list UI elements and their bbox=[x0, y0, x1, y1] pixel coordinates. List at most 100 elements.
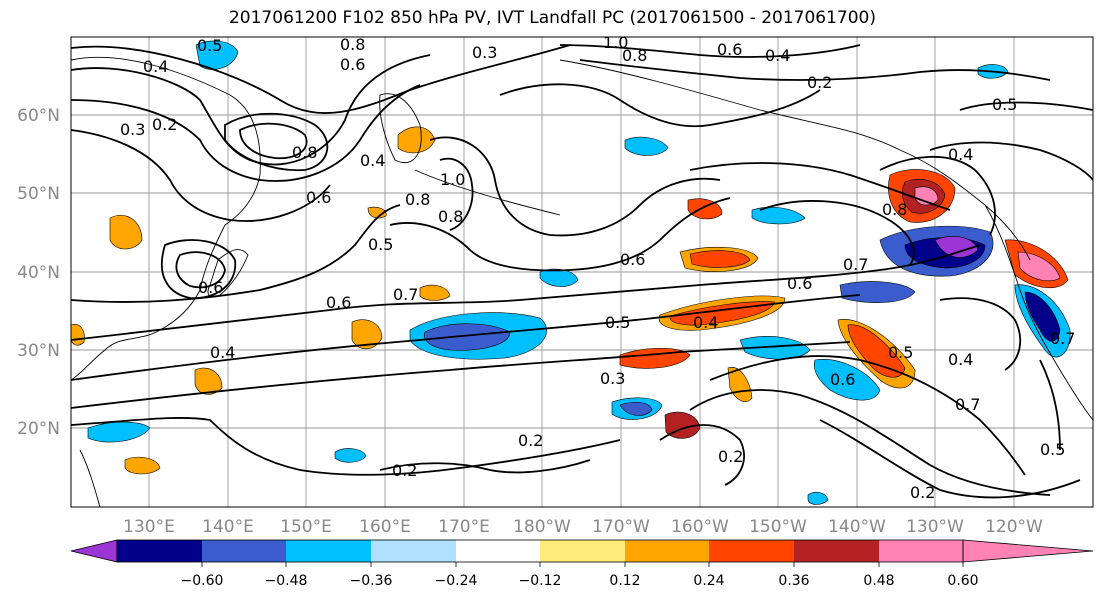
contour-label: 0.5 bbox=[368, 235, 393, 254]
contour-label: 0.2 bbox=[718, 447, 743, 466]
contour-line bbox=[559, 44, 861, 58]
contour-line bbox=[70, 244, 981, 341]
coastline-north-america bbox=[984, 204, 1094, 421]
lat-tick-label: 50°N bbox=[17, 184, 60, 204]
lon-tick-label: 130°E bbox=[123, 517, 175, 537]
anomaly-negative bbox=[195, 40, 239, 70]
colorbar-ticks bbox=[201, 562, 964, 567]
contour-label: 0.6 bbox=[198, 278, 223, 297]
colorbar-segment bbox=[117, 540, 202, 562]
contour-label: 0.2 bbox=[392, 461, 417, 480]
contour-line bbox=[429, 136, 721, 237]
contour-label: 0.5 bbox=[888, 343, 913, 362]
lat-tick-label: 40°N bbox=[17, 263, 60, 283]
lon-tick-label: 150°W bbox=[749, 517, 807, 537]
contour-label: 0.4 bbox=[360, 151, 385, 170]
contour-label: 1.0 bbox=[603, 33, 628, 52]
contour-label: 0.7 bbox=[393, 285, 418, 304]
lon-tick-label: 120°W bbox=[985, 517, 1043, 537]
anomaly-negative bbox=[839, 281, 916, 303]
lon-tick-label: 160°W bbox=[671, 517, 729, 537]
contour-label: 0.6 bbox=[787, 274, 812, 293]
map-panel: 0.5 0.8 0.6 0.3 1.0 0.8 0.6 0.4 0.2 0.5 … bbox=[70, 33, 1094, 508]
lon-tick-label: 170°E bbox=[438, 517, 490, 537]
contour-line bbox=[879, 155, 996, 236]
lon-tick-labels: 130°E 140°E 150°E 160°E 170°E 180°W 170°… bbox=[123, 517, 1043, 537]
contour-label: 0.8 bbox=[405, 190, 430, 209]
colorbar-label: 0.24 bbox=[693, 573, 724, 589]
lon-tick-label: 160°E bbox=[359, 517, 411, 537]
colorbar-segment bbox=[371, 540, 456, 562]
contour-label: 0.5 bbox=[1040, 440, 1065, 459]
colorbar-label: 0.48 bbox=[863, 573, 894, 589]
contour-labels: 0.5 0.8 0.6 0.3 1.0 0.8 0.6 0.4 0.2 0.5 … bbox=[120, 33, 1075, 502]
contour-label: 0.8 bbox=[622, 46, 647, 65]
anomaly-positive bbox=[419, 284, 451, 301]
colorbar-segment bbox=[540, 540, 625, 562]
colorbar-segment bbox=[625, 540, 709, 562]
lon-tick-label: 140°W bbox=[828, 517, 886, 537]
lon-tick-label: 140°E bbox=[202, 517, 254, 537]
contour-label: 0.8 bbox=[882, 200, 907, 219]
contour-label: 0.8 bbox=[438, 207, 463, 226]
contour-label: 0.6 bbox=[326, 293, 351, 312]
lat-tick-labels: 60°N 50°N 40°N 30°N 20°N bbox=[17, 106, 60, 439]
colorbar: −0.60 −0.48 −0.36 −0.24 −0.12 0.12 0.24 … bbox=[70, 539, 1094, 589]
anomaly-positive bbox=[689, 250, 751, 268]
contour-label: 0.4 bbox=[693, 313, 718, 332]
anomaly-negative bbox=[807, 491, 829, 505]
colorbar-segment bbox=[286, 540, 371, 562]
colorbar-extend-high bbox=[962, 539, 1094, 563]
contour-line bbox=[439, 157, 474, 231]
lon-tick-label: 130°W bbox=[906, 517, 964, 537]
contour-label: 0.5 bbox=[605, 313, 630, 332]
contour-label: 0.3 bbox=[600, 369, 625, 388]
contour-line bbox=[160, 239, 236, 299]
contour-label: 0.8 bbox=[292, 143, 317, 162]
lon-tick-label: 180°W bbox=[513, 517, 571, 537]
contour-label: 0.2 bbox=[518, 431, 543, 450]
colorbar-label: −0.12 bbox=[519, 573, 562, 589]
colorbar-label: −0.48 bbox=[265, 573, 308, 589]
contour-label: 0.7 bbox=[955, 395, 980, 414]
colorbar-label: 0.60 bbox=[947, 573, 978, 589]
contour-line bbox=[239, 122, 308, 160]
anomaly-positive bbox=[367, 206, 387, 219]
coastline-kamchatka bbox=[379, 93, 422, 163]
contour-line bbox=[70, 84, 421, 182]
anomaly-negative bbox=[539, 268, 579, 287]
contour-line bbox=[689, 162, 951, 211]
contour-label: 0.3 bbox=[472, 43, 497, 62]
colorbar-label: 0.36 bbox=[778, 573, 809, 589]
contour-line bbox=[389, 197, 731, 272]
contour-line bbox=[70, 341, 851, 409]
contour-line bbox=[819, 419, 1081, 499]
colorbar-segment bbox=[879, 540, 963, 562]
contour-line bbox=[659, 424, 745, 486]
contour-label: 0.4 bbox=[948, 350, 973, 369]
contour-label: 0.2 bbox=[807, 73, 832, 92]
lon-tick-label: 150°E bbox=[280, 517, 332, 537]
colorbar-segment bbox=[794, 540, 879, 562]
lat-tick-label: 60°N bbox=[17, 106, 60, 126]
contour-label: 0.6 bbox=[340, 55, 365, 74]
colorbar-extend-low bbox=[70, 539, 118, 563]
anomaly-positive bbox=[1017, 251, 1061, 281]
colorbar-segment bbox=[709, 540, 794, 562]
colorbar-segment bbox=[456, 540, 540, 562]
pv-contours bbox=[70, 44, 1094, 499]
anomaly-positive bbox=[397, 126, 436, 154]
contour-line bbox=[70, 44, 571, 114]
coastlines bbox=[70, 57, 1094, 508]
contour-line bbox=[70, 294, 861, 381]
contour-line bbox=[759, 200, 915, 266]
coastline-aleutians bbox=[414, 169, 561, 216]
contour-label: 0.2 bbox=[910, 483, 935, 502]
colorbar-label: −0.60 bbox=[181, 573, 224, 589]
anomaly-positive bbox=[847, 324, 906, 378]
coastline-asia bbox=[70, 57, 261, 381]
contour-label: 0.3 bbox=[120, 120, 145, 139]
contour-label: 0.4 bbox=[143, 57, 168, 76]
contour-label: 0.4 bbox=[948, 145, 973, 164]
